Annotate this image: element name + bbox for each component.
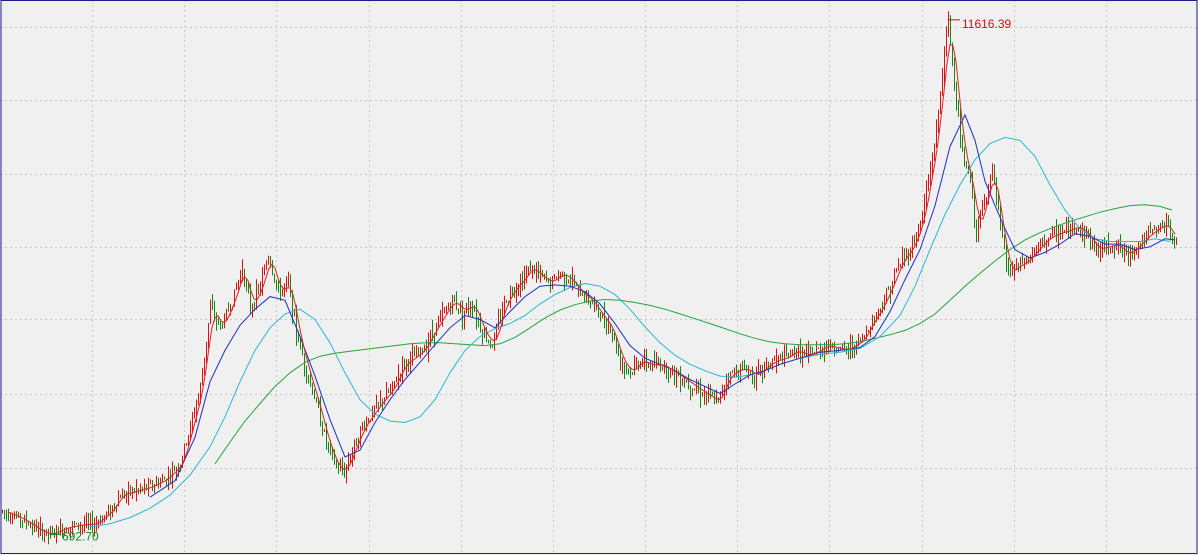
ma-longest-line [214, 204, 1173, 465]
high-value-label: 11616.39 [962, 17, 1011, 31]
annotations: 11616.39 692.70 [50, 17, 1011, 544]
ma-mid-line [149, 113, 1176, 498]
low-value-label: 692.70 [62, 530, 99, 544]
ma-short-line [7, 43, 1176, 535]
moving-averages [7, 43, 1176, 535]
